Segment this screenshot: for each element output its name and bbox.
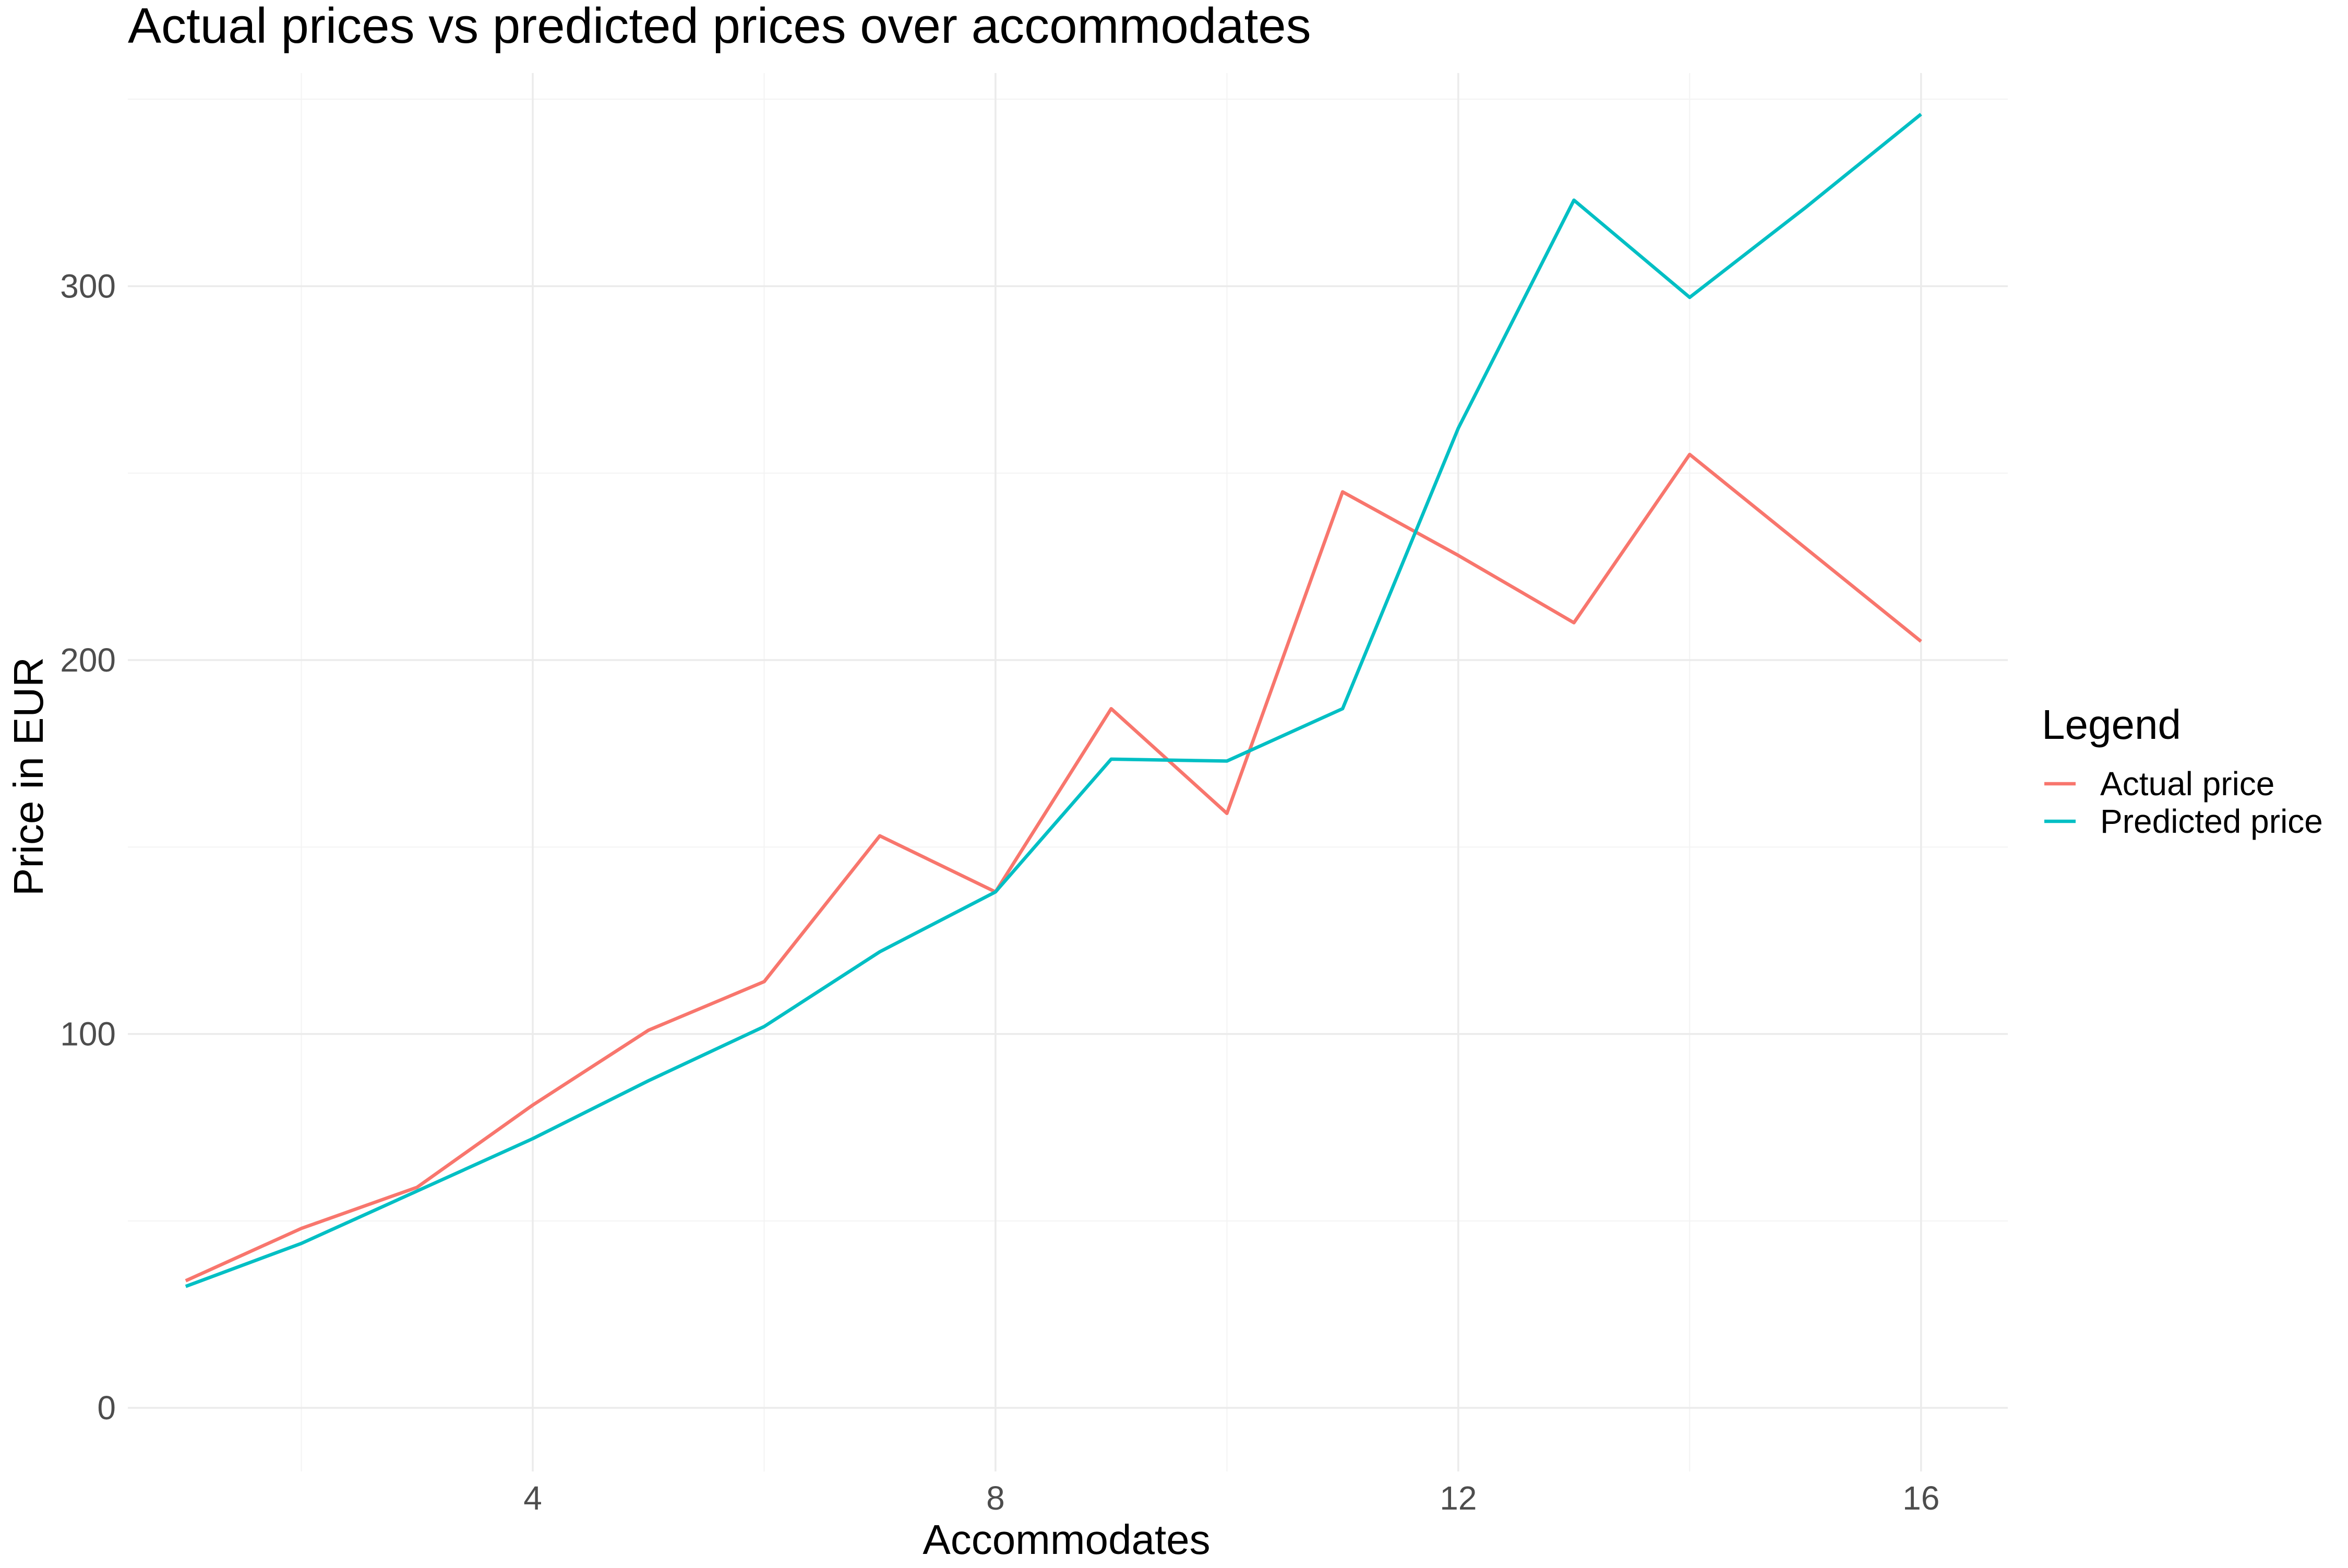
y-tick-label: 200: [60, 641, 116, 679]
legend-title: Legend: [2042, 701, 2181, 748]
y-axis-title: Price in EUR: [5, 657, 52, 896]
x-tick-label: 12: [1440, 1479, 1477, 1517]
y-tick-label: 0: [97, 1389, 116, 1427]
y-axis-ticks: 0 100 200 300: [60, 267, 116, 1427]
y-tick-label: 300: [60, 267, 116, 305]
legend-label: Predicted price: [2100, 803, 2323, 840]
legend-label: Actual price: [2100, 765, 2274, 803]
series-lines: [185, 113, 1922, 1288]
grid: [128, 73, 2008, 1471]
x-axis-title: Accommodates: [923, 1516, 1210, 1563]
x-tick-label: 16: [1902, 1479, 1939, 1517]
x-tick-label: 4: [523, 1479, 542, 1517]
series-line-predicted-price: [185, 113, 1922, 1288]
chart-title: Actual prices vs predicted prices over a…: [128, 0, 1311, 54]
series-line-actual-price: [185, 452, 1922, 1283]
x-tick-label: 8: [986, 1479, 1005, 1517]
x-axis-ticks: 4 8 12 16: [523, 1479, 1939, 1517]
y-tick-label: 100: [60, 1015, 116, 1053]
